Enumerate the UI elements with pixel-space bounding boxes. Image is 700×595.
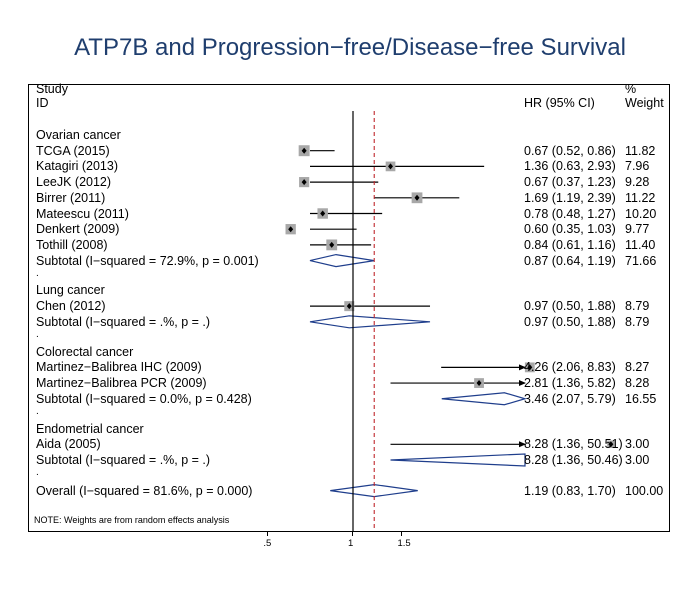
ci-arrow xyxy=(519,441,526,448)
study-hr: 0.67 (0.37, 1.23) xyxy=(524,175,616,190)
forest-plot xyxy=(285,111,615,531)
study-label: Aida (2005) xyxy=(36,437,101,452)
header-id: ID xyxy=(36,96,49,110)
ci-arrow xyxy=(519,380,526,387)
group-label: Colorectal cancer xyxy=(36,344,134,359)
subtotal-diamond xyxy=(309,253,375,268)
weights-note: NOTE: Weights are from random effects an… xyxy=(34,515,230,525)
subtotal-weight: 3.00 xyxy=(625,452,650,467)
subtotal-hr: 3.46 (2.07, 5.79) xyxy=(524,391,616,406)
study-label: Mateescu (2011) xyxy=(36,206,129,221)
study-weight: 8.28 xyxy=(625,376,650,391)
study-weight: 11.40 xyxy=(625,237,656,252)
study-hr: 1.36 (0.63, 2.93) xyxy=(524,159,616,174)
subtotal-diamond xyxy=(309,315,431,329)
study-label: Chen (2012) xyxy=(36,299,106,314)
study-weight: 9.28 xyxy=(625,175,650,190)
study-hr: 0.84 (0.61, 1.16) xyxy=(524,237,616,252)
header-weight: Weight xyxy=(625,96,664,110)
subtotal-label: Subtotal (I−squared = 0.0%, p = 0.428) xyxy=(36,391,252,406)
study-label: Martinez−Balibrea IHC (2009) xyxy=(36,360,202,375)
subtotal-diamond xyxy=(441,392,528,406)
row-spacer: . xyxy=(36,267,39,279)
point-estimate xyxy=(388,163,394,170)
study-weight: 8.79 xyxy=(625,299,650,314)
study-hr: 8.28 (1.36, 50.51) xyxy=(524,437,623,452)
subtotal-label: Subtotal (I−squared = 72.9%, p = 0.001) xyxy=(36,253,259,268)
study-weight: 8.27 xyxy=(625,360,650,375)
study-weight: 10.20 xyxy=(625,206,657,221)
point-estimate xyxy=(301,179,307,186)
subtotal-weight: 71.66 xyxy=(625,253,657,268)
group-label: Ovarian cancer xyxy=(36,128,121,142)
study-hr: 0.97 (0.50, 1.88) xyxy=(524,299,616,314)
study-hr: 4.26 (2.06, 8.83) xyxy=(524,360,616,375)
overall-hr: 1.19 (0.83, 1.70) xyxy=(524,483,616,498)
point-estimate xyxy=(414,194,420,201)
point-estimate xyxy=(346,303,352,310)
subtotal-weight: 8.79 xyxy=(625,314,650,329)
study-label: Tothill (2008) xyxy=(36,237,108,252)
group-label: Lung cancer xyxy=(36,283,105,298)
study-hr: 1.69 (1.19, 2.39) xyxy=(524,190,616,205)
study-label: Denkert (2009) xyxy=(36,222,120,237)
row-spacer: . xyxy=(36,467,39,479)
subtotal-label: Subtotal (I−squared = .%, p = .) xyxy=(36,452,211,467)
subtotal-hr: 0.87 (0.64, 1.19) xyxy=(524,253,616,268)
study-label: TCGA (2015) xyxy=(36,143,110,158)
study-weight: 9.77 xyxy=(625,222,650,237)
ci-arrow xyxy=(519,364,526,371)
study-hr: 0.78 (0.48, 1.27) xyxy=(524,206,616,221)
row-spacer: . xyxy=(36,405,39,417)
x-tick-label: 1.5 xyxy=(397,538,411,549)
point-estimate xyxy=(527,364,533,371)
point-estimate xyxy=(320,210,326,217)
overall-diamond xyxy=(330,483,418,498)
study-weight: 11.22 xyxy=(625,190,656,205)
study-label: Katagiri (2013) xyxy=(36,159,118,174)
x-tick-label: .5 xyxy=(263,538,272,549)
chart-title: ATP7B and Progression−free/Disease−free … xyxy=(74,34,626,61)
study-weight: 7.96 xyxy=(625,159,650,174)
study-label: LeeJK (2012) xyxy=(36,175,112,190)
subtotal-hr: 8.28 (1.36, 50.46) xyxy=(524,452,623,467)
plot-area: Study ID HR (95% CI) % Weight NOTE: Weig… xyxy=(28,82,670,532)
header-hr: HR (95% CI) xyxy=(524,96,595,110)
subtotal-hr: 0.97 (0.50, 1.88) xyxy=(524,314,616,329)
x-tick-mark xyxy=(267,532,269,536)
x-tick-label: 1 xyxy=(348,538,354,549)
subtotal-label: Subtotal (I−squared = .%, p = .) xyxy=(36,314,211,329)
header-study: Study xyxy=(36,82,68,96)
subtotal-weight: 16.55 xyxy=(625,391,657,406)
point-estimate xyxy=(329,241,335,248)
group-label: Endometrial cancer xyxy=(36,421,144,436)
study-weight: 11.82 xyxy=(625,143,656,158)
point-estimate xyxy=(301,147,307,154)
study-label: Martinez−Balibrea PCR (2009) xyxy=(36,376,207,391)
point-estimate xyxy=(288,226,294,233)
subtotal-diamond xyxy=(390,453,526,467)
header-percent: % xyxy=(625,82,637,96)
overall-weight: 100.00 xyxy=(625,483,664,498)
study-label: Birrer (2011) xyxy=(36,190,106,205)
x-tick-mark xyxy=(352,532,353,536)
study-weight: 3.00 xyxy=(625,437,650,452)
overall-label: Overall (I−squared = 81.6%, p = 0.000) xyxy=(36,483,253,498)
study-hr: 0.60 (0.35, 1.03) xyxy=(524,222,616,237)
row-spacer: . xyxy=(36,328,39,340)
x-tick-mark xyxy=(401,532,403,536)
point-estimate xyxy=(608,441,614,448)
study-hr: 2.81 (1.36, 5.82) xyxy=(524,376,616,391)
point-estimate xyxy=(476,380,482,387)
study-hr: 0.67 (0.52, 0.86) xyxy=(524,143,616,158)
